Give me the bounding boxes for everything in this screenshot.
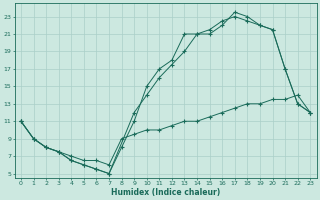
X-axis label: Humidex (Indice chaleur): Humidex (Indice chaleur)	[111, 188, 220, 197]
